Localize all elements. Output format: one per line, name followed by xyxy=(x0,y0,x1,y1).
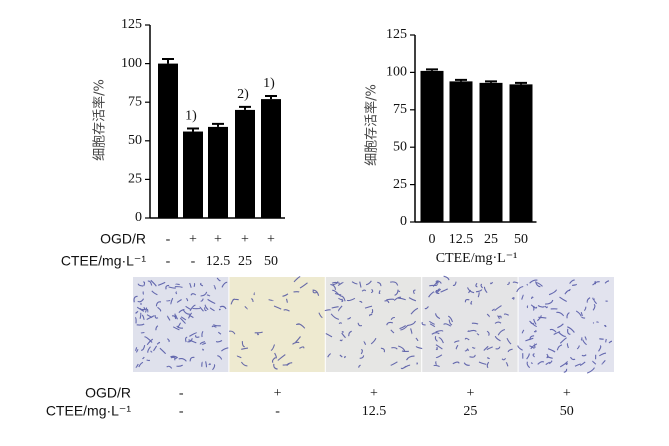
row-value: 25 xyxy=(463,404,477,419)
significance-label: 1) xyxy=(185,109,197,124)
x-tick-label: 50 xyxy=(514,232,528,247)
row-value: + xyxy=(189,232,197,247)
row-value: 25 xyxy=(238,254,252,269)
y-tick-label: 25 xyxy=(393,177,407,192)
x-tick-label: 0 xyxy=(429,232,436,247)
y-tick-label: 100 xyxy=(121,56,142,71)
y-tick-label: 0 xyxy=(135,210,142,225)
bar xyxy=(183,131,203,218)
row-value: + xyxy=(274,386,282,401)
micrograph xyxy=(229,277,325,372)
row-value: + xyxy=(214,232,222,247)
y-axis-label: 细胞存活率/% xyxy=(92,79,108,161)
micrograph xyxy=(325,277,422,372)
bar xyxy=(208,126,228,218)
row-value: 50 xyxy=(560,404,574,419)
significance-label: 2) xyxy=(237,87,249,102)
bar xyxy=(509,84,533,222)
row-value: - xyxy=(179,386,184,401)
micrograph xyxy=(133,277,229,372)
error-bar xyxy=(162,57,174,64)
error-bar xyxy=(239,105,251,110)
bar xyxy=(158,63,178,218)
row-value: - xyxy=(179,404,184,419)
y-tick-label: 125 xyxy=(121,17,142,32)
row-value: 12.5 xyxy=(362,404,387,419)
bar xyxy=(420,70,444,223)
micrograph xyxy=(422,277,518,372)
y-tick-label: 75 xyxy=(393,102,407,117)
row-value: + xyxy=(241,232,249,247)
bar xyxy=(479,82,503,222)
bar xyxy=(235,109,255,218)
error-bar xyxy=(212,122,224,127)
y-tick-label: 50 xyxy=(393,139,407,154)
error-bar xyxy=(426,68,438,71)
row-value: + xyxy=(563,386,571,401)
y-tick-label: 125 xyxy=(386,27,407,42)
bar xyxy=(449,81,473,222)
cell-strokes xyxy=(516,279,613,374)
row-value: - xyxy=(275,404,280,419)
row-value: + xyxy=(466,386,474,401)
x-axis-label: CTEE/mg·L⁻¹ xyxy=(436,251,518,266)
y-tick-label: 50 xyxy=(128,133,142,148)
row-value: 12.5 xyxy=(206,254,231,269)
error-bar xyxy=(455,78,467,82)
row-value: + xyxy=(267,232,275,247)
y-tick-label: 25 xyxy=(128,172,142,187)
row-value: + xyxy=(370,386,378,401)
x-tick-label: 25 xyxy=(484,232,498,247)
significance-label: 1) xyxy=(263,76,275,91)
row-label: OGD/R xyxy=(100,231,146,247)
y-axis-label: 细胞存活率/% xyxy=(364,84,380,166)
error-bar xyxy=(515,81,527,85)
y-tick-label: 0 xyxy=(400,214,407,229)
microscopy-panel xyxy=(133,275,614,374)
y-tick-label: 100 xyxy=(386,65,407,80)
cell-strokes xyxy=(324,280,423,370)
y-tick-label: 75 xyxy=(128,94,142,109)
bar xyxy=(261,99,281,218)
error-bar xyxy=(265,95,277,100)
error-bar xyxy=(485,80,497,83)
row-label: OGD/R xyxy=(85,385,131,401)
row-label: CTEE/mg·L⁻¹ xyxy=(46,403,132,419)
row-value: 50 xyxy=(264,254,278,269)
row-value: - xyxy=(191,254,196,269)
x-tick-label: 12.5 xyxy=(449,232,474,247)
row-label: CTEE/mg·L⁻¹ xyxy=(61,253,147,269)
row-value: - xyxy=(166,232,171,247)
row-value: - xyxy=(166,254,171,269)
error-bar xyxy=(187,127,199,132)
